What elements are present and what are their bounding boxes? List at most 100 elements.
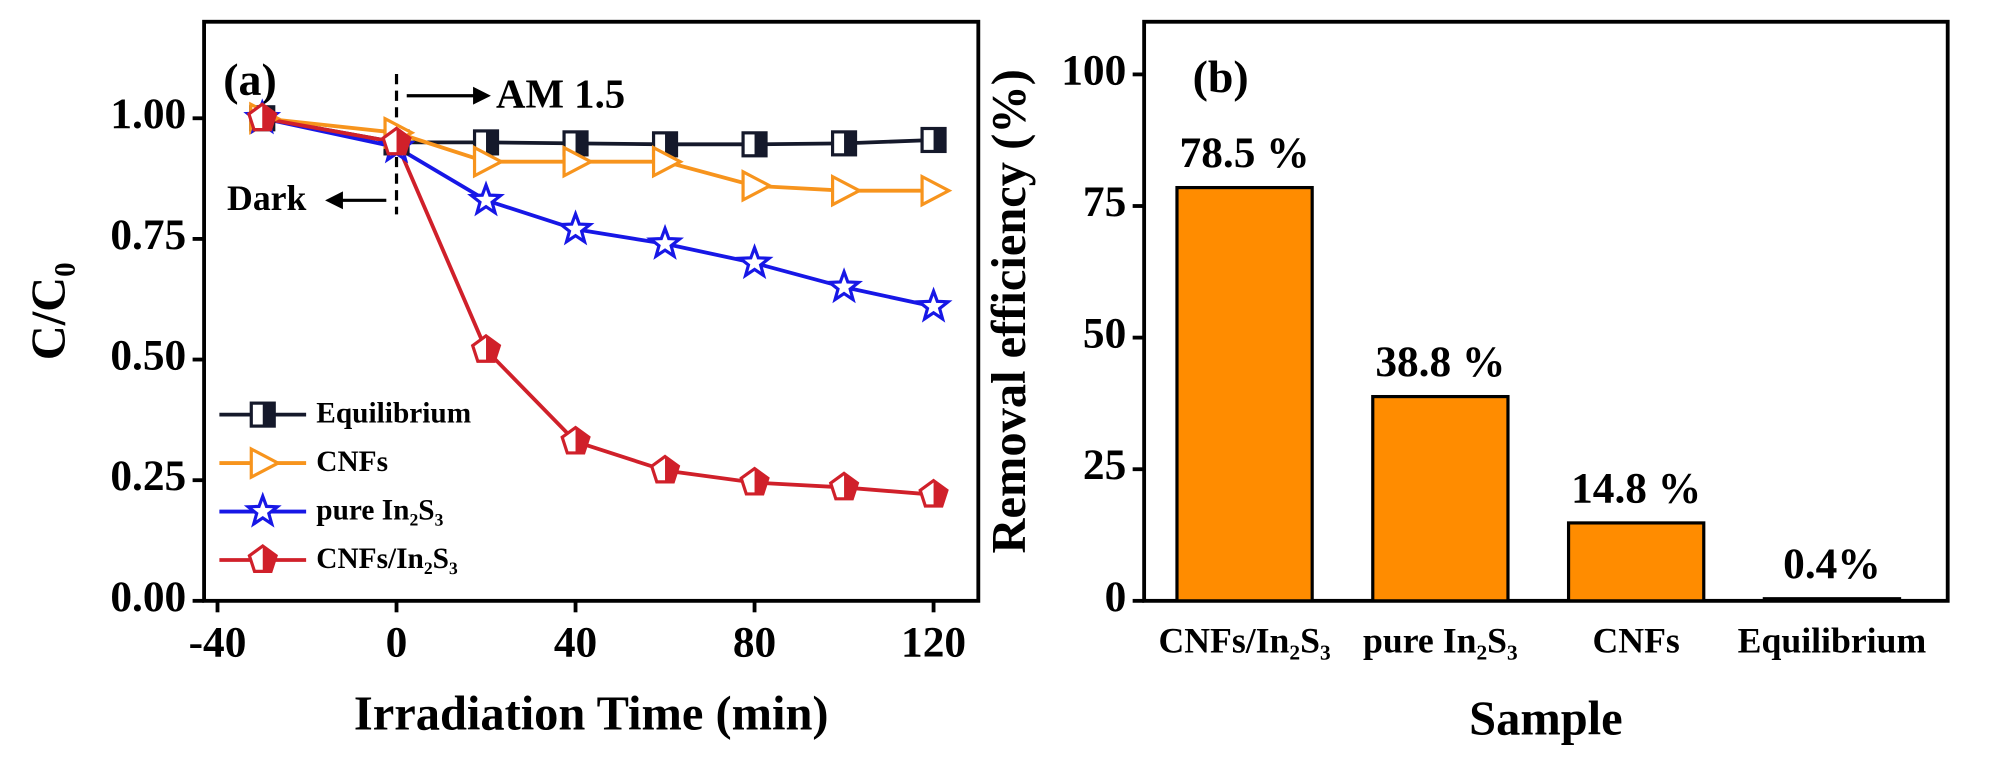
marker-half (933, 480, 947, 507)
marker-half (844, 473, 858, 499)
annotation: (a) (223, 54, 277, 105)
plot-frame (1142, 19, 1950, 603)
marker-half (575, 427, 589, 453)
y-tick-label: 75 (1083, 178, 1126, 226)
y-tick-label: 0.50 (110, 332, 186, 380)
marker-half (754, 468, 768, 494)
marker-half (262, 104, 276, 130)
marker-face (249, 446, 282, 480)
marker-face (646, 223, 684, 260)
marker (556, 209, 595, 246)
marker-face (243, 491, 282, 528)
marker (741, 131, 768, 158)
series-line (261, 116, 934, 497)
value-label: 14.8 % (1571, 464, 1701, 512)
marker-face (741, 169, 774, 203)
marker (646, 223, 684, 260)
annotation: (b) (1193, 51, 1249, 102)
marker (741, 169, 774, 203)
y-axis-label: C/C₀ (23, 262, 76, 360)
marker-half (396, 128, 410, 154)
arrow-head (473, 86, 491, 105)
marker-face (735, 243, 774, 280)
y-axis-label: Removal efficiency (%) (983, 69, 1036, 553)
marker (920, 173, 953, 208)
y-tick-label: 100 (1061, 46, 1126, 94)
legend-marker (247, 544, 278, 573)
legend-marker (243, 491, 282, 528)
marker (381, 126, 412, 156)
x-tick-label: Equilibrium (1738, 620, 1927, 660)
legend-marker (249, 446, 282, 480)
annotation: Dark (227, 178, 306, 218)
marker (914, 286, 953, 323)
marker-half (575, 131, 588, 155)
x-axis-label: Irradiation Time (min) (354, 687, 829, 740)
bar (1762, 597, 1902, 603)
y-tick-label: 25 (1083, 441, 1126, 489)
legend-label: CNFs (316, 446, 388, 478)
marker-face (920, 173, 953, 208)
marker (739, 466, 770, 496)
marker (920, 126, 947, 154)
x-tick-label: 80 (733, 619, 776, 667)
x-tick-label: 120 (901, 619, 966, 667)
marker (470, 333, 502, 363)
y-tick-label: 50 (1083, 310, 1126, 358)
marker-half (262, 545, 277, 572)
marker (735, 243, 774, 280)
marker-half (665, 132, 677, 156)
marker-face (830, 173, 863, 208)
marker-face (651, 145, 684, 179)
annotation: AM 1.5 (496, 72, 625, 117)
marker-half (665, 456, 679, 482)
marker-half (486, 335, 500, 362)
marker (651, 145, 684, 179)
legend-marker (249, 401, 276, 428)
y-tick-label: 0.25 (110, 452, 186, 500)
marker-half (754, 132, 767, 156)
marker (828, 471, 860, 501)
value-label: 38.8 % (1375, 338, 1505, 386)
x-axis-label: Sample (1469, 692, 1622, 745)
marker (825, 267, 863, 304)
y-tick-label: 0.75 (110, 211, 186, 259)
marker-face (914, 286, 953, 323)
marker-face (472, 145, 505, 179)
bar (1566, 521, 1706, 603)
bar (1371, 394, 1510, 603)
marker (649, 454, 681, 484)
value-label: 0.4% (1783, 540, 1881, 588)
bar (1175, 185, 1314, 603)
marker (560, 425, 591, 455)
y-tick-label: 1.00 (110, 90, 186, 138)
x-tick-label: 40 (554, 619, 597, 667)
legend-label: pure In₂S₃ (316, 495, 443, 527)
value-label: 78.5 % (1180, 129, 1310, 177)
marker (918, 478, 949, 508)
marker-face (562, 145, 595, 179)
marker (562, 145, 595, 179)
marker (467, 180, 505, 217)
marker-face (467, 180, 505, 217)
x-tick-label: 0 (386, 619, 408, 667)
marker-face (556, 209, 595, 246)
x-tick-label: CNFs/In₂S₃ (1158, 620, 1330, 660)
marker-half (486, 130, 498, 154)
marker (472, 145, 505, 179)
plot-frame (202, 19, 981, 603)
marker-face (825, 267, 863, 304)
x-tick-label: -40 (189, 619, 247, 667)
marker-half (262, 403, 275, 427)
x-tick-label: pure In₂S₃ (1363, 620, 1518, 660)
y-tick-label: 0 (1105, 573, 1127, 621)
arrow-head (325, 191, 343, 210)
marker (830, 173, 863, 208)
marker (830, 130, 858, 157)
legend-label: Equilibrium (316, 398, 471, 430)
marker-half (933, 128, 946, 152)
legend-label: CNFs/In₂S₃ (316, 543, 458, 575)
marker (247, 102, 278, 132)
y-tick-label: 0.00 (110, 573, 186, 621)
